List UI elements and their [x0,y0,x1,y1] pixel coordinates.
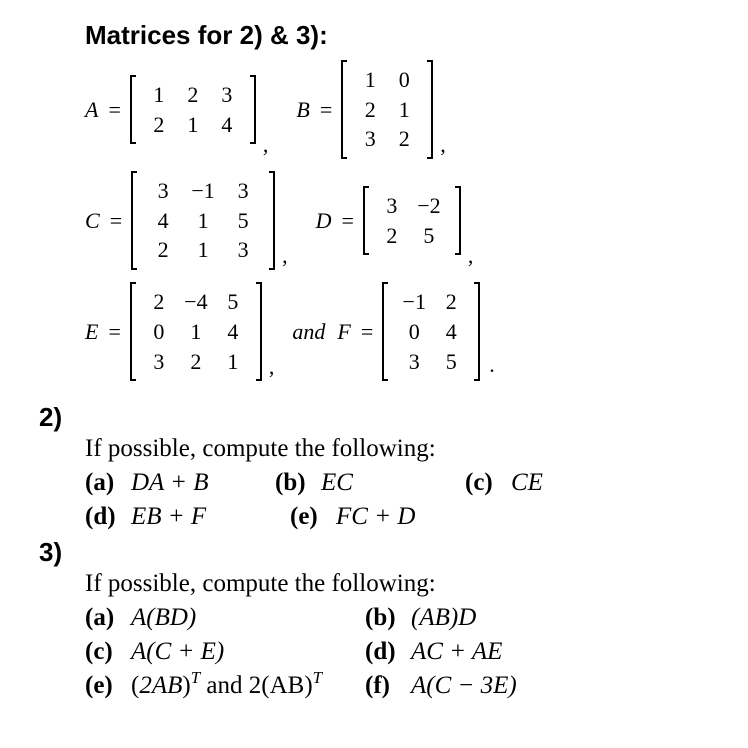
matrix-row-3: E = 2−45 014 321 , and F = −12 04 3 [85,285,713,378]
equals-sign: = [320,97,332,123]
item-expr: DA + B [131,469,209,497]
equals-sign: = [342,208,354,234]
question-2-items: (a)DA + B (b)EC (c)CE (d)EB + F (e)FC + … [85,469,713,531]
item-tag: (a) [85,604,131,632]
matrix-label-C: C [85,208,100,234]
matrix-label-A: A [85,97,98,123]
item-tag: (b) [365,604,411,632]
item-expr: A(C + E) [131,638,224,666]
comma: , [468,243,474,269]
item-tag: (f) [365,672,411,700]
matrix-label-E: E [85,319,98,345]
matrix-label-D: D [316,208,332,234]
item-tag: (b) [275,469,321,497]
matrix-E: 2−45 014 321 [127,285,265,378]
item-tag: (d) [85,503,131,531]
matrix-C: 3−13 415 213 [128,174,278,267]
comma: , [263,132,269,158]
item-expr: A(C − 3E) [411,672,517,700]
item-tag: (c) [85,638,131,666]
item-tag: (d) [365,638,411,666]
item-expr: AC + AE [411,638,502,666]
equals-sign: = [361,319,373,345]
question-3-number: 3) [39,537,713,568]
and-word: and [292,319,325,345]
page: Matrices for 2) & 3): A = 123 214 , B = … [0,0,748,726]
question-2-number: 2) [39,402,713,433]
matrix-row-2: C = 3−13 415 213 , D = 3−2 25 [85,174,713,267]
comma: , [282,243,288,269]
item-expr: EC [321,469,353,497]
item-tag: (c) [465,469,511,497]
item-expr: (AB)D [411,604,476,632]
matrix-row-1: A = 123 214 , B = 10 21 32 [85,63,713,156]
item-expr: A(BD) [131,604,196,632]
matrix-label-B: B [296,97,309,123]
item-expr: CE [511,469,543,497]
matrix-D: 3−2 25 [360,189,464,252]
matrix-definitions: A = 123 214 , B = 10 21 32 [85,63,713,378]
question-3-prompt: If possible, compute the following: [85,570,713,598]
matrix-label-F: F [337,319,350,345]
matrix-B: 10 21 32 [338,63,436,156]
item-expr: EB + F [131,503,206,531]
comma: , [269,354,275,380]
equals-sign: = [110,208,122,234]
section-heading: Matrices for 2) & 3): [85,20,713,51]
item-tag: (e) [85,672,131,700]
matrix-A: 123 214 [127,78,259,141]
equals-sign: = [108,319,120,345]
comma: , [440,132,446,158]
item-expr: FC + D [336,503,415,531]
item-tag: (e) [290,503,336,531]
equals-sign: = [108,97,120,123]
period: . [489,352,495,378]
question-3-items: (a)A(BD) (b)(AB)D (c)A(C + E) (d)AC + AE… [85,604,713,700]
question-2-prompt: If possible, compute the following: [85,435,713,463]
matrix-F: −12 04 35 [379,285,483,378]
item-tag: (a) [85,469,131,497]
item-expr: (2AB)T and 2(AB)T [131,672,322,700]
